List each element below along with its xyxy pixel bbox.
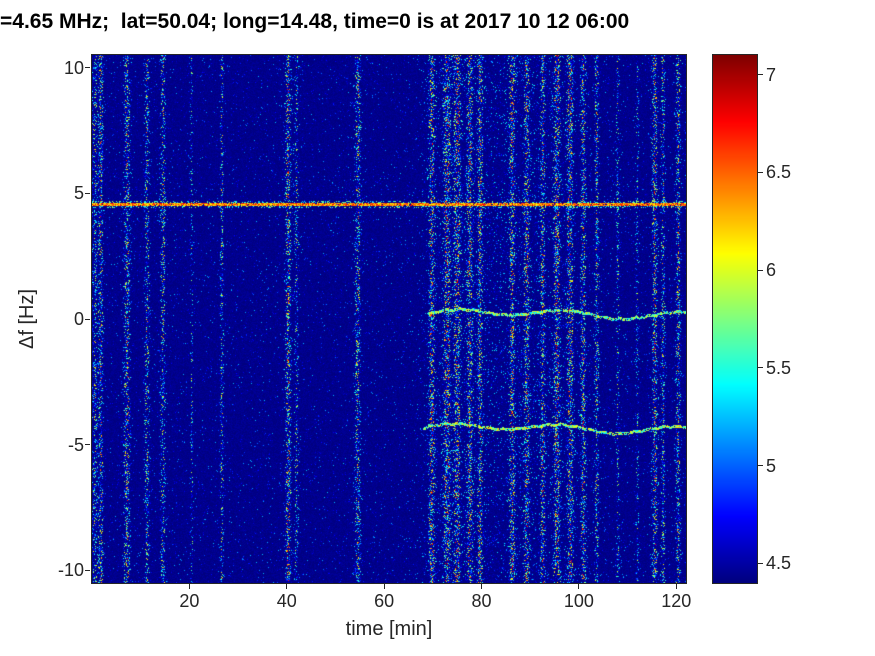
y-tick-mark xyxy=(85,444,90,446)
x-tick-label: 40 xyxy=(276,591,297,611)
x-tick-mark xyxy=(578,584,580,589)
x-tick-label: 20 xyxy=(179,591,200,611)
x-tick-mark xyxy=(675,584,677,589)
colorbar-tick-mark xyxy=(758,171,763,173)
x-tick-label: 60 xyxy=(374,591,395,611)
colorbar-canvas xyxy=(713,55,757,583)
colorbar-tick-label: 6 xyxy=(766,260,777,281)
y-tick-label: 10 xyxy=(63,57,84,78)
colorbar-tick-mark xyxy=(758,367,763,369)
y-tick-label: 5 xyxy=(73,183,84,204)
colorbar-tick-label: 5 xyxy=(766,455,777,476)
y-tick-mark xyxy=(85,67,90,69)
colorbar-tick-mark xyxy=(758,269,763,271)
x-tick-mark xyxy=(286,584,288,589)
x-axis-label: time [min] xyxy=(345,618,433,640)
x-tick-label: 100 xyxy=(563,591,594,611)
y-tick-mark xyxy=(85,192,90,194)
x-tick-label: 120 xyxy=(661,591,692,611)
y-tick-label: -10 xyxy=(57,560,84,581)
y-tick-mark xyxy=(85,318,90,320)
heatmap-canvas xyxy=(92,55,686,583)
y-tick-label: 0 xyxy=(73,309,84,329)
colorbar-tick-label: 7 xyxy=(766,64,777,85)
x-tick-label: 80 xyxy=(471,591,492,611)
plot-area xyxy=(91,54,687,584)
x-tick-mark xyxy=(383,584,385,589)
y-tick-mark xyxy=(85,569,90,571)
colorbar xyxy=(712,54,758,584)
colorbar-tick-mark xyxy=(758,562,763,564)
x-tick-mark xyxy=(188,584,190,589)
colorbar-tick-mark xyxy=(758,465,763,467)
colorbar-tick-label: 5.5 xyxy=(766,357,792,378)
x-tick-mark xyxy=(481,584,482,589)
chart-title: =4.65 MHz; lat=50.04; long=14.48, time=0… xyxy=(0,10,630,33)
colorbar-tick-mark xyxy=(758,74,763,76)
colorbar-tick-label: 4.5 xyxy=(766,553,792,574)
y-tick-label: -5 xyxy=(67,434,84,455)
colorbar-tick-label: 6.5 xyxy=(766,162,792,183)
